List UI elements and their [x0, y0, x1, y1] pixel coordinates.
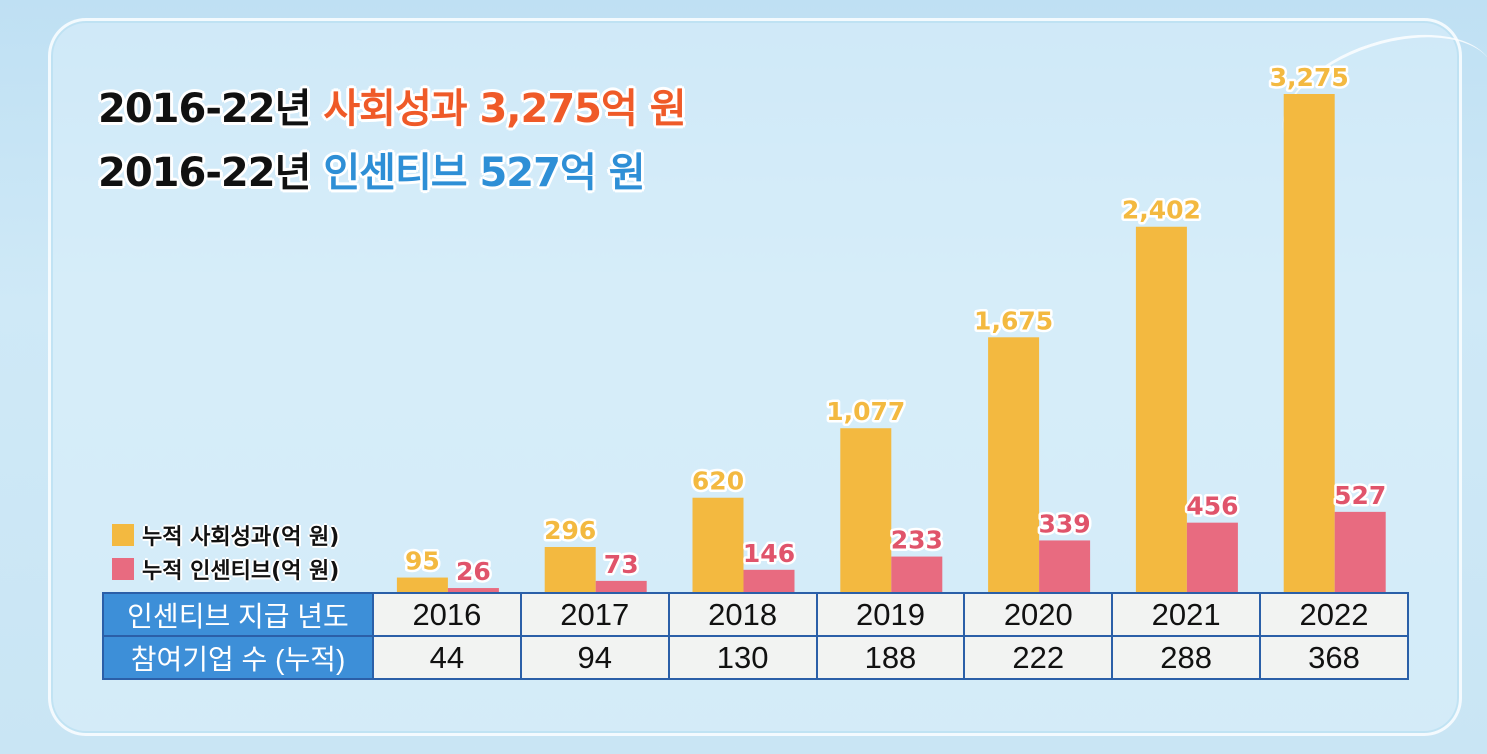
legend-swatch-incentive [112, 558, 134, 580]
legend-swatch-social [112, 524, 134, 546]
headline-social-prefix: 2016-22년 [98, 86, 311, 132]
legend: 누적 사회성과(억 원) 누적 인센티브(억 원) [112, 518, 339, 586]
table-cell-companies: 44 [372, 635, 522, 680]
table-cell-year: 2018 [667, 592, 818, 637]
table-row-years: 인센티브 지급 년도 2016 2017 2018 2019 2020 2021… [102, 592, 1409, 637]
bar-incentive-2019 [891, 556, 943, 592]
bar-incentive-2017 [595, 580, 647, 592]
bar-incentive-2020 [1039, 540, 1091, 592]
bar-incentive-2022 [1334, 511, 1386, 592]
table-cell-year: 2022 [1259, 592, 1409, 637]
bar-social-2016 [396, 577, 448, 592]
headline-incentive-highlight: 인센티브 527억 원 [323, 150, 645, 196]
bar-social-2018 [692, 497, 744, 592]
bar-incentive-2021 [1186, 522, 1238, 592]
bar-social-2020 [988, 337, 1040, 592]
legend-label-incentive: 누적 인센티브(억 원) [142, 559, 340, 584]
data-label-incentive-2016: 26 [456, 557, 491, 586]
table-cell-year: 2019 [815, 592, 966, 637]
bar-social-2017 [544, 546, 596, 592]
table-cell-year: 2017 [519, 592, 670, 637]
table-row-companies: 참여기업 수 (누적) 44 94 130 188 222 288 368 [102, 635, 1409, 680]
data-label-social-2017: 296 [544, 516, 596, 545]
headline-incentive-prefix: 2016-22년 [98, 150, 311, 196]
legend-item-social: 누적 사회성과(억 원) [112, 518, 339, 552]
headline-incentive: 2016-22년 인센티브 527억 원 [98, 140, 646, 198]
table-cell-year: 2016 [372, 592, 522, 637]
table-cell-companies: 368 [1259, 635, 1409, 680]
table-header-companies: 참여기업 수 (누적) [102, 635, 374, 680]
data-label-social-2022: 3,275 [1270, 63, 1349, 92]
legend-label-social: 누적 사회성과(억 원) [142, 525, 340, 550]
data-label-incentive-2019: 233 [891, 526, 943, 555]
table-cell-year: 2021 [1111, 592, 1262, 637]
data-label-social-2020: 1,675 [974, 306, 1053, 335]
table-cell-companies: 188 [815, 635, 966, 680]
table-cell-companies: 94 [519, 635, 670, 680]
data-label-social-2019: 1,077 [826, 397, 905, 426]
data-label-social-2018: 620 [692, 467, 744, 496]
table-cell-companies: 130 [667, 635, 818, 680]
bar-social-2022 [1283, 94, 1335, 592]
table-cell-companies: 222 [963, 635, 1114, 680]
data-label-social-2016: 95 [405, 547, 440, 576]
table-cell-companies: 288 [1111, 635, 1262, 680]
headline-social: 2016-22년 사회성과 3,275억 원 [98, 76, 687, 134]
bar-social-2021 [1135, 226, 1187, 592]
headline-social-highlight: 사회성과 3,275억 원 [323, 86, 686, 132]
bar-incentive-2016 [447, 588, 499, 592]
data-label-social-2021: 2,402 [1122, 196, 1201, 225]
legend-item-incentive: 누적 인센티브(억 원) [112, 552, 339, 586]
table-cell-year: 2020 [963, 592, 1114, 637]
data-label-incentive-2022: 527 [1334, 481, 1386, 510]
data-table: 인센티브 지급 년도 2016 2017 2018 2019 2020 2021… [102, 592, 1409, 680]
data-label-incentive-2021: 456 [1186, 492, 1238, 521]
data-label-incentive-2020: 339 [1039, 509, 1091, 538]
bar-incentive-2018 [743, 569, 795, 592]
data-label-incentive-2017: 73 [604, 550, 639, 579]
data-label-incentive-2018: 146 [743, 539, 795, 568]
bar-social-2019 [840, 428, 892, 592]
table-header-years: 인센티브 지급 년도 [102, 592, 374, 637]
